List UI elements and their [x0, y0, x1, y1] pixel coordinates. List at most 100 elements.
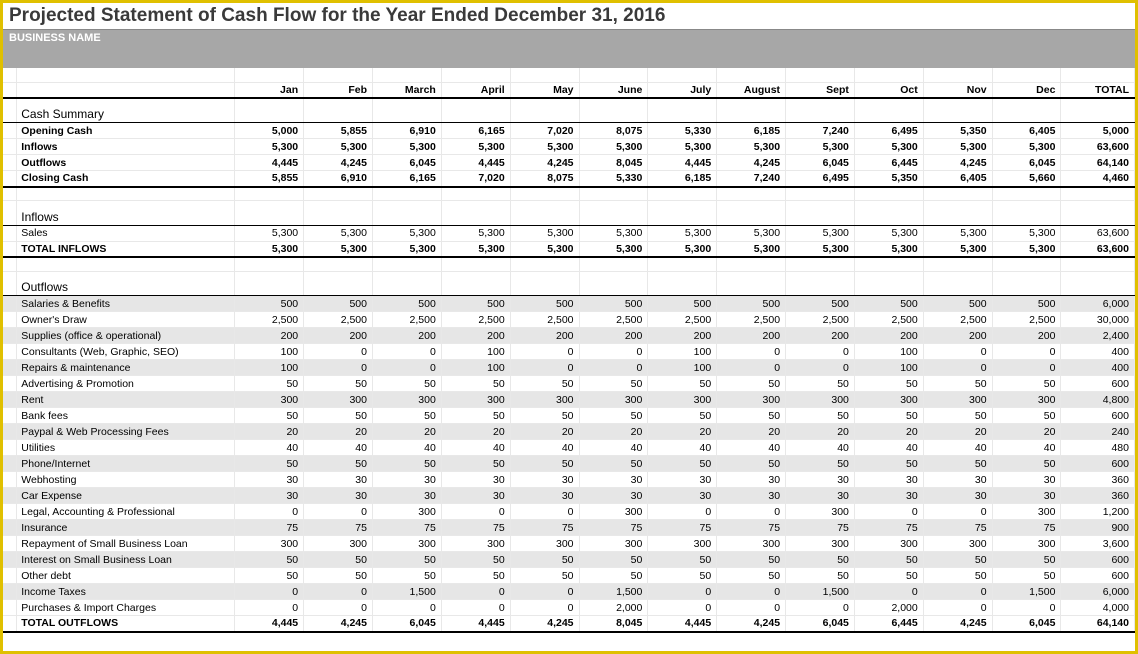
cell-value: 400: [1061, 360, 1135, 376]
cell-value: 50: [510, 552, 579, 568]
cell-value: 50: [441, 456, 510, 472]
cell-value: 75: [923, 520, 992, 536]
cell-value: 0: [923, 600, 992, 616]
row-label: Income Taxes: [17, 584, 235, 600]
cell-value: 5,300: [786, 139, 855, 155]
cell-value: 50: [992, 376, 1061, 392]
cell-value: 20: [441, 424, 510, 440]
cell-value: 300: [992, 392, 1061, 408]
cell-value: 6,405: [923, 171, 992, 187]
cell-value: 50: [717, 408, 786, 424]
cell-value: 0: [854, 504, 923, 520]
cell-value: 0: [992, 360, 1061, 376]
cell-value: 50: [579, 456, 648, 472]
cell-value: 30: [372, 472, 441, 488]
row-label: Car Expense: [17, 488, 235, 504]
row-label: Consultants (Web, Graphic, SEO): [17, 344, 235, 360]
cell-value: 2,500: [372, 312, 441, 328]
cell-value: 50: [510, 456, 579, 472]
cell-value: 4,245: [510, 616, 579, 632]
cell-value: 2,500: [510, 312, 579, 328]
cell-value: 1,500: [372, 584, 441, 600]
cell-value: 75: [717, 520, 786, 536]
cell-value: 8,075: [510, 171, 579, 187]
cell-value: 30: [992, 488, 1061, 504]
spreadsheet-frame: Projected Statement of Cash Flow for the…: [0, 0, 1138, 654]
row-label: Purchases & Import Charges: [17, 600, 235, 616]
cell-value: 600: [1061, 552, 1135, 568]
cell-value: 0: [372, 600, 441, 616]
cell-value: 0: [304, 344, 373, 360]
cell-value: 300: [579, 392, 648, 408]
cell-value: 75: [579, 520, 648, 536]
cell-value: 0: [786, 344, 855, 360]
cell-value: 0: [717, 584, 786, 600]
cell-value: 2,000: [579, 600, 648, 616]
cell-value: 50: [579, 568, 648, 584]
cell-value: 4,445: [648, 616, 717, 632]
cell-value: 0: [786, 600, 855, 616]
cell-value: 30: [854, 472, 923, 488]
cell-value: 1,500: [786, 584, 855, 600]
row-label: Phone/Internet: [17, 456, 235, 472]
cell-value: 50: [304, 568, 373, 584]
cell-value: 0: [304, 600, 373, 616]
cell-value: 5,300: [648, 241, 717, 257]
cell-value: 30: [510, 472, 579, 488]
column-header: Dec: [992, 82, 1061, 98]
cell-value: 50: [441, 552, 510, 568]
cell-value: 20: [579, 424, 648, 440]
cell-value: 500: [648, 296, 717, 312]
cell-value: 2,500: [786, 312, 855, 328]
table-row: Utilities404040404040404040404040480: [3, 440, 1135, 456]
table-row: Interest on Small Business Loan505050505…: [3, 552, 1135, 568]
cell-value: 50: [235, 568, 304, 584]
cell-value: 50: [648, 568, 717, 584]
cell-value: 50: [579, 552, 648, 568]
cell-value: 5,300: [786, 225, 855, 241]
cell-value: 500: [579, 296, 648, 312]
cell-value: 0: [648, 504, 717, 520]
cell-value: 300: [235, 392, 304, 408]
cell-value: 30: [717, 472, 786, 488]
cell-value: 0: [923, 584, 992, 600]
table-row: Paypal & Web Processing Fees202020202020…: [3, 424, 1135, 440]
cell-value: 1,500: [992, 584, 1061, 600]
cell-value: 7,020: [441, 171, 510, 187]
cell-value: 6,495: [854, 123, 923, 139]
row-label: Insurance: [17, 520, 235, 536]
cell-value: 300: [441, 392, 510, 408]
cell-value: 0: [372, 360, 441, 376]
cell-value: 5,350: [923, 123, 992, 139]
cell-value: 5,350: [854, 171, 923, 187]
cell-value: 20: [372, 424, 441, 440]
cell-value: 30: [923, 488, 992, 504]
cell-value: 500: [923, 296, 992, 312]
cell-value: 300: [992, 536, 1061, 552]
cell-value: 40: [648, 440, 717, 456]
cell-value: 20: [235, 424, 304, 440]
cell-value: 5,300: [923, 241, 992, 257]
cell-value: 5,300: [510, 241, 579, 257]
row-label: Paypal & Web Processing Fees: [17, 424, 235, 440]
cell-value: 64,140: [1061, 155, 1135, 171]
cell-value: 500: [717, 296, 786, 312]
cell-value: 0: [579, 360, 648, 376]
section-heading: Inflows: [17, 209, 235, 226]
table-row: Insurance757575757575757575757575900: [3, 520, 1135, 536]
cell-value: 50: [372, 552, 441, 568]
cell-value: 2,500: [992, 312, 1061, 328]
cell-value: 8,045: [579, 155, 648, 171]
cell-value: 50: [235, 552, 304, 568]
cell-value: 200: [717, 328, 786, 344]
cell-value: 50: [717, 456, 786, 472]
cell-value: 75: [304, 520, 373, 536]
cell-value: 6,045: [786, 155, 855, 171]
row-label: Inflows: [17, 139, 235, 155]
cell-value: 7,240: [717, 171, 786, 187]
cell-value: 400: [1061, 344, 1135, 360]
cell-value: 2,000: [854, 600, 923, 616]
cell-value: 50: [648, 376, 717, 392]
cell-value: 30: [304, 488, 373, 504]
cell-value: 5,300: [648, 139, 717, 155]
